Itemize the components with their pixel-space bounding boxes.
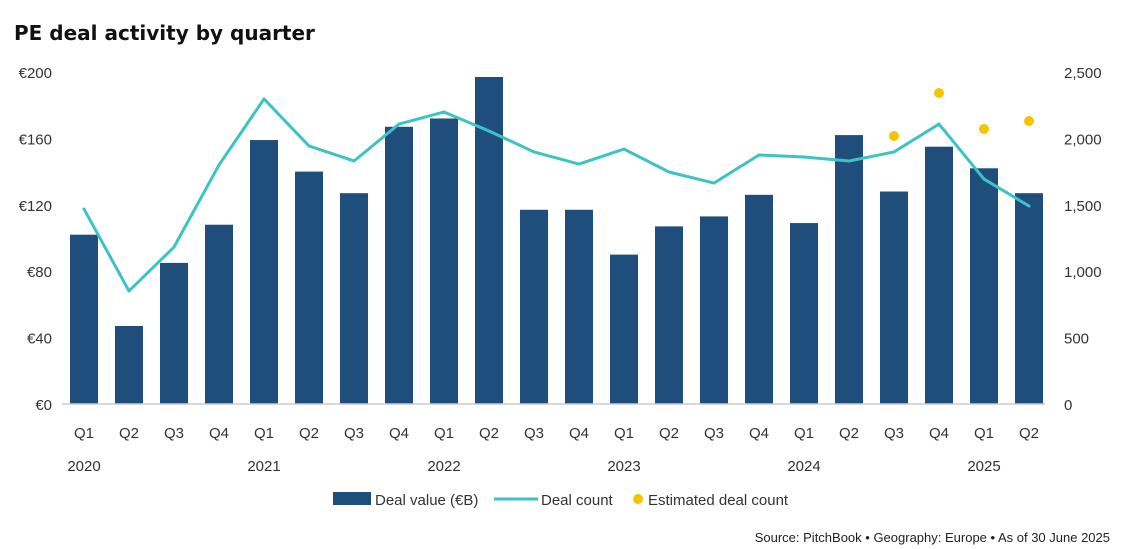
bar-deal-value xyxy=(385,126,413,404)
x-year-label: 2021 xyxy=(247,458,280,475)
x-tick-label: Q1 xyxy=(74,425,94,442)
bar-deal-value xyxy=(205,224,233,404)
y-right-tick-label: 0 xyxy=(1064,397,1072,414)
bar-deal-value xyxy=(610,254,638,404)
legend-swatch-deal-value xyxy=(333,492,371,505)
bar-deal-value xyxy=(520,209,548,404)
x-tick-label: Q1 xyxy=(974,425,994,442)
x-tick-label: Q2 xyxy=(659,425,679,442)
point-deal-count xyxy=(892,150,896,154)
x-tick-label: Q3 xyxy=(344,425,364,442)
chart-title: PE deal activity by quarter xyxy=(14,21,315,45)
bar-deal-value xyxy=(115,325,143,404)
x-tick-label: Q3 xyxy=(524,425,544,442)
point-deal-count xyxy=(577,162,581,166)
point-deal-count xyxy=(667,170,671,174)
y-left-tick-label: €120 xyxy=(19,198,52,215)
point-deal-count xyxy=(937,122,941,126)
bar-deal-value xyxy=(250,140,278,404)
legend-label-deal-value: Deal value (€B) xyxy=(375,492,478,509)
point-deal-count xyxy=(262,97,266,101)
point-deal-count xyxy=(172,245,176,249)
y-left-tick-label: €40 xyxy=(27,331,52,348)
legend-swatch-estimated xyxy=(633,494,643,504)
x-tick-label: Q2 xyxy=(479,425,499,442)
y-left-tick-label: €80 xyxy=(27,264,52,281)
point-deal-count xyxy=(532,150,536,154)
point-deal-count xyxy=(622,147,626,151)
point-estimated-deal-count xyxy=(979,123,989,134)
bar-deal-value xyxy=(430,118,458,404)
point-deal-count xyxy=(442,110,446,114)
y-left-tick-label: €160 xyxy=(19,131,52,148)
source-note: Source: PitchBook • Geography: Europe • … xyxy=(755,530,1110,545)
point-deal-count xyxy=(352,159,356,163)
x-tick-label: Q3 xyxy=(704,425,724,442)
x-year-label: 2024 xyxy=(787,458,820,475)
point-deal-count xyxy=(757,153,761,157)
y-right-tick-label: 2,000 xyxy=(1064,131,1102,148)
point-deal-count xyxy=(397,122,401,126)
bar-deal-value xyxy=(925,146,953,404)
bar-deal-value xyxy=(700,216,728,404)
bar-deal-value xyxy=(295,171,323,404)
bar-deal-value xyxy=(835,135,863,404)
bar-deal-value xyxy=(970,168,998,404)
x-tick-label: Q2 xyxy=(839,425,859,442)
x-tick-label: Q4 xyxy=(749,425,769,442)
x-tick-label: Q3 xyxy=(164,425,184,442)
x-tick-label: Q4 xyxy=(389,425,409,442)
point-deal-count xyxy=(982,177,986,181)
x-tick-label: Q1 xyxy=(254,425,274,442)
x-tick-label: Q1 xyxy=(794,425,814,442)
y-right-tick-label: 500 xyxy=(1064,331,1089,348)
point-estimated-deal-count xyxy=(934,87,944,98)
point-deal-count xyxy=(487,129,491,133)
x-tick-label: Q4 xyxy=(929,425,949,442)
bar-deal-value xyxy=(745,194,773,404)
x-tick-label: Q3 xyxy=(884,425,904,442)
x-tick-label: Q4 xyxy=(209,425,229,442)
x-tick-label: Q2 xyxy=(119,425,139,442)
x-year-label: 2025 xyxy=(967,458,1000,475)
point-estimated-deal-count xyxy=(889,131,899,142)
y-left-tick-label: €0 xyxy=(35,397,52,414)
y-left-tick-label: €200 xyxy=(19,65,52,82)
bar-deal-value xyxy=(565,209,593,404)
legend-label-deal-count: Deal count xyxy=(541,492,614,509)
bar-deal-value xyxy=(70,234,98,404)
point-deal-count xyxy=(847,159,851,163)
bar-deal-value xyxy=(160,262,188,404)
x-tick-label: Q2 xyxy=(299,425,319,442)
bar-deal-value xyxy=(880,191,908,404)
point-deal-count xyxy=(1027,204,1031,208)
point-deal-count xyxy=(217,163,221,167)
x-year-label: 2023 xyxy=(607,458,640,475)
line-deal-count xyxy=(82,97,1030,293)
point-deal-count xyxy=(712,181,716,185)
point-deal-count xyxy=(802,155,806,159)
y-right-tick-label: 2,500 xyxy=(1064,65,1102,82)
y-right-tick-label: 1,500 xyxy=(1064,198,1102,215)
bar-deal-value xyxy=(655,226,683,404)
y-right-tick-label: 1,000 xyxy=(1064,264,1102,281)
x-tick-label: Q4 xyxy=(569,425,589,442)
point-deal-count xyxy=(307,144,311,148)
point-deal-count xyxy=(82,207,86,211)
point-estimated-deal-count xyxy=(1024,116,1034,127)
x-year-label: 2022 xyxy=(427,458,460,475)
x-year-label: 2020 xyxy=(67,458,100,475)
bar-deal-value xyxy=(340,193,368,404)
x-tick-label: Q1 xyxy=(434,425,454,442)
legend: Deal value (€B) Deal count Estimated dea… xyxy=(333,492,789,509)
point-deal-count xyxy=(127,289,131,293)
bar-deal-value xyxy=(790,223,818,404)
x-tick-label: Q1 xyxy=(614,425,634,442)
legend-label-estimated: Estimated deal count xyxy=(648,492,789,509)
bar-deal-value xyxy=(1015,193,1043,404)
x-tick-label: Q2 xyxy=(1019,425,1039,442)
